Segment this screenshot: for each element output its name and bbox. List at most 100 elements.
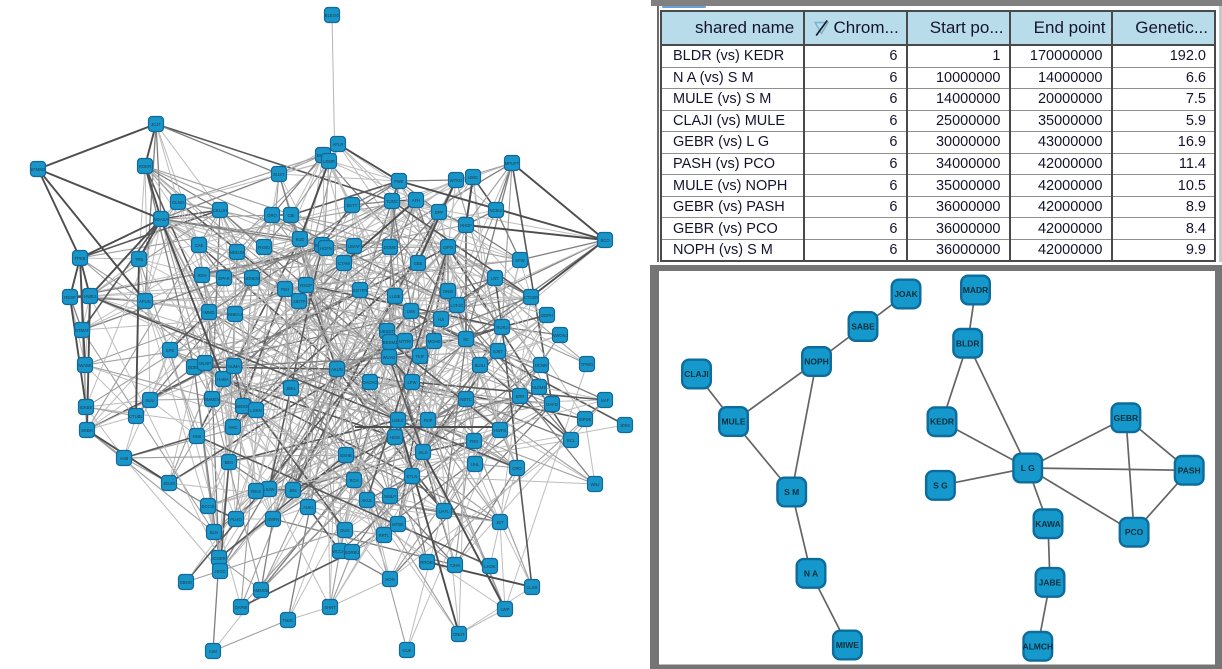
svg-text:MADR: MADR <box>963 285 989 295</box>
svg-text:JBS: JBS <box>289 488 297 493</box>
svg-text:NWONJ: NWONJ <box>552 333 567 338</box>
svg-text:JBKL: JBKL <box>286 386 297 391</box>
svg-text:HHDF: HHDF <box>460 223 472 228</box>
svg-text:TRB: TRB <box>135 257 144 262</box>
svg-text:NBTC: NBTC <box>460 397 471 402</box>
svg-text:CTUBL: CTUBL <box>129 414 143 419</box>
svg-text:DOME: DOME <box>384 245 397 250</box>
svg-text:BCL: BCL <box>567 438 576 443</box>
svg-text:SJKT: SJKT <box>493 349 504 354</box>
svg-text:CBI: CBI <box>288 213 295 218</box>
svg-text:KUD: KUD <box>296 237 305 242</box>
svg-text:KFW: KFW <box>515 258 524 263</box>
svg-text:CRO: CRO <box>512 466 522 471</box>
svg-text:WUAD: WUAD <box>383 355 396 360</box>
svg-text:IALS: IALS <box>418 450 427 455</box>
svg-text:TKIF: TKIF <box>415 354 425 359</box>
svg-text:CTAW: CTAW <box>338 261 350 266</box>
svg-text:PLHO: PLHO <box>230 517 242 522</box>
svg-text:USK: USK <box>407 309 416 314</box>
svg-text:RIKS: RIKS <box>251 489 261 494</box>
svg-text:MTBE: MTBE <box>392 522 404 527</box>
svg-text:LCFJC: LCFJC <box>450 303 463 308</box>
svg-text:SHNT: SHNT <box>324 605 336 610</box>
svg-text:BMMEN: BMMEN <box>204 397 220 402</box>
svg-text:NCBUI: NCBUI <box>489 208 502 213</box>
svg-text:EUST: EUST <box>273 172 285 177</box>
svg-text:NUU: NUU <box>145 398 154 403</box>
svg-text:KAWA: KAWA <box>1035 519 1061 529</box>
svg-text:LSJW: LSJW <box>263 487 274 492</box>
svg-text:LNT: LNT <box>491 276 499 281</box>
svg-text:NNEAJ: NNEAJ <box>228 312 242 317</box>
svg-text:JOAK: JOAK <box>894 289 918 299</box>
svg-text:RROKI: RROKI <box>420 560 433 565</box>
svg-text:CLAJI: CLAJI <box>684 369 709 379</box>
svg-text:HNS: HNS <box>193 434 202 439</box>
svg-text:FIIIP: FIIIP <box>424 418 433 423</box>
svg-text:KEDR: KEDR <box>930 417 954 427</box>
svg-text:TMJC: TMJC <box>282 618 293 623</box>
svg-text:JABE: JABE <box>1039 577 1062 587</box>
svg-text:IJMC: IJMC <box>468 175 478 180</box>
svg-text:IIC: IIC <box>463 337 468 342</box>
svg-text:SKBH: SKBH <box>81 428 92 433</box>
svg-text:AMMOB: AMMOB <box>253 588 269 593</box>
svg-text:AKUN: AKUN <box>331 367 343 372</box>
svg-text:MIWE: MIWE <box>836 640 859 650</box>
svg-text:DCCIS: DCCIS <box>201 504 214 509</box>
svg-text:SUMA: SUMA <box>228 364 240 369</box>
svg-text:NTTRI: NTTRI <box>399 339 411 344</box>
svg-text:MPUFT: MPUFT <box>505 161 520 166</box>
svg-text:ICGER: ICGER <box>212 556 225 561</box>
svg-text:RRTL: RRTL <box>379 533 391 538</box>
svg-text:CTCER: CTCER <box>524 295 538 300</box>
svg-text:HABA: HABA <box>217 377 229 382</box>
svg-text:GIPO: GIPO <box>443 245 454 250</box>
svg-text:RCH: RCH <box>349 478 358 483</box>
svg-text:MULE: MULE <box>721 417 745 427</box>
svg-text:S G: S G <box>933 480 948 490</box>
svg-text:AFH: AFH <box>412 198 420 203</box>
svg-text:S M: S M <box>784 487 799 497</box>
svg-text:NLEMS: NLEMS <box>532 385 547 390</box>
svg-text:BLDR: BLDR <box>956 338 980 348</box>
svg-text:FHSIU: FHSIU <box>258 245 271 250</box>
svg-text:KTLN: KTLN <box>407 474 418 479</box>
svg-text:WNJ: WNJ <box>590 482 599 487</box>
svg-text:BEO: BEO <box>225 460 235 465</box>
svg-text:BDBP: BDBP <box>188 365 200 370</box>
svg-text:PCO: PCO <box>1125 527 1144 537</box>
svg-text:BDSMJ: BDSMJ <box>383 340 397 345</box>
svg-text:SPE: SPE <box>166 348 175 353</box>
svg-text:LUSE: LUSE <box>390 294 401 299</box>
svg-text:L G: L G <box>1021 463 1035 473</box>
svg-text:HGFN: HGFN <box>320 246 332 251</box>
svg-text:ONHT: ONHT <box>453 632 465 637</box>
svg-text:LGKN: LGKN <box>250 408 261 413</box>
svg-text:HHC: HHC <box>228 425 237 430</box>
svg-text:AKUL: AKUL <box>362 498 374 503</box>
svg-text:SABE: SABE <box>851 322 875 332</box>
svg-text:WCCHT: WCCHT <box>332 549 348 554</box>
svg-text:DUG: DUG <box>340 528 349 533</box>
svg-text:GGTPR: GGTPR <box>353 288 368 293</box>
svg-text:DPP: DPP <box>435 210 444 215</box>
svg-text:SEDOD: SEDOD <box>236 404 251 409</box>
svg-text:ISPDE: ISPDE <box>579 417 592 422</box>
svg-text:LWP: LWP <box>501 607 510 612</box>
svg-text:JJDTP: JJDTP <box>293 299 306 304</box>
svg-text:TUMC: TUMC <box>386 199 398 204</box>
svg-text:FRO: FRO <box>470 439 480 444</box>
svg-text:JSGD: JSGD <box>214 569 225 574</box>
svg-text:OLNO: OLNO <box>172 200 185 205</box>
svg-text:BCO: BCO <box>600 238 610 243</box>
svg-text:BUILI: BUILI <box>475 363 485 368</box>
svg-text:UDNEW: UDNEW <box>244 276 260 281</box>
svg-text:WTKO: WTKO <box>450 178 463 183</box>
svg-text:ALMCH: ALMCH <box>1022 641 1053 651</box>
svg-text:LHOK: LHOK <box>484 564 496 569</box>
svg-text:UBSDT: UBSDT <box>380 329 395 334</box>
svg-text:RURJ: RURJ <box>496 325 507 330</box>
svg-text:HDW: HDW <box>390 435 400 440</box>
